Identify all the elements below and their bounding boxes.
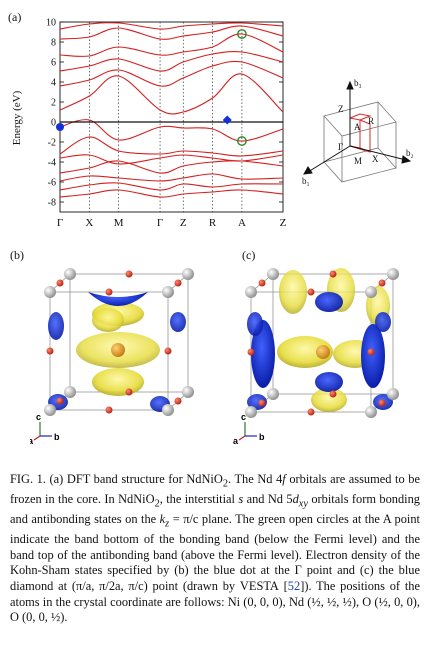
caption-part: ]). The positions of the atoms in the cr… bbox=[10, 578, 420, 625]
caption-part: d bbox=[292, 492, 299, 507]
k-point-label: X bbox=[85, 217, 93, 229]
bz-label-b3: b₃ bbox=[354, 78, 362, 88]
caption-part: VESTA bbox=[239, 578, 279, 593]
cell-c bbox=[245, 268, 399, 418]
y-tick-label: 10 bbox=[46, 18, 56, 29]
band-line bbox=[59, 25, 284, 40]
caption-part: z bbox=[165, 518, 170, 530]
band-line bbox=[59, 173, 284, 182]
caption-part: . The Nd 4 bbox=[228, 472, 283, 486]
caption-part: [ bbox=[278, 578, 288, 593]
bz-label-b1: b₁ bbox=[302, 176, 310, 186]
caption-part: f bbox=[282, 472, 286, 486]
y-tick-label: -8 bbox=[48, 198, 56, 209]
axis-b-c: b bbox=[259, 432, 265, 442]
figure-caption: FIG. 1. (a) DFT band structure for NdNiO… bbox=[10, 472, 420, 625]
k-point-label: Γ bbox=[57, 217, 63, 229]
caption-part: s bbox=[238, 492, 244, 507]
axis-a-c: a bbox=[233, 436, 239, 446]
caption-part: xy bbox=[298, 498, 308, 510]
y-tick-label: 6 bbox=[51, 58, 56, 69]
bz-box bbox=[323, 101, 397, 183]
cell-b bbox=[44, 268, 194, 416]
bz-label-m: M bbox=[354, 156, 362, 166]
caption-part: , the interstitial bbox=[159, 492, 239, 507]
band-line bbox=[59, 182, 284, 191]
bz-basis-vectors bbox=[303, 80, 412, 175]
k-point-label: Z bbox=[180, 217, 187, 229]
k-point-label: Γ bbox=[157, 217, 163, 229]
y-tick-label: -6 bbox=[48, 178, 56, 189]
band-structure-chart: -8 -6 -4 -2 0 2 4 6 8 10 Γ X M Γ Z R A Z Energy (eV) bbox=[11, 18, 287, 230]
axes-triad-b: c b a bbox=[30, 412, 60, 446]
band-line bbox=[59, 154, 284, 165]
y-tick-label: 2 bbox=[51, 98, 56, 109]
band-line bbox=[59, 73, 284, 115]
axes-triad-c: c b a bbox=[233, 412, 265, 446]
plot-frame bbox=[59, 21, 284, 213]
caption-part: orbitals form bonding and antibonding st… bbox=[10, 492, 420, 527]
bz-label-x: X bbox=[372, 154, 379, 164]
blue-diamond-marker bbox=[222, 115, 232, 125]
y-tick-label: -2 bbox=[48, 138, 56, 149]
band-line bbox=[59, 119, 284, 142]
bz-label-r: R bbox=[368, 116, 374, 126]
caption-part: k bbox=[159, 512, 166, 527]
k-point-label: A bbox=[238, 217, 246, 229]
caption-part: and Nd 5 bbox=[243, 492, 293, 507]
axis-a-b: a bbox=[30, 436, 34, 446]
band-line bbox=[59, 160, 284, 174]
axis-c-b: c bbox=[36, 412, 41, 422]
band-line bbox=[59, 60, 284, 87]
density-visual-b: c b a bbox=[30, 268, 194, 446]
y-tick-label: 8 bbox=[51, 38, 56, 49]
y-tick-label: 4 bbox=[51, 78, 56, 89]
blue-dot-marker bbox=[56, 123, 64, 131]
band-line bbox=[59, 33, 284, 57]
brillouin-zone-diagram: b₃ b₂ b₁ Z A R Γ X M bbox=[302, 78, 414, 186]
axis-c-c: c bbox=[241, 412, 246, 422]
caption-part: orbitals are assumed to be frozen in the… bbox=[10, 472, 420, 507]
bz-label-z: Z bbox=[338, 104, 344, 114]
band-line bbox=[59, 136, 284, 157]
bz-label-gamma: Γ bbox=[338, 142, 343, 152]
bz-label-b2: b₂ bbox=[406, 148, 414, 158]
green-circle-marker bbox=[237, 136, 247, 146]
citation-link[interactable]: 52 bbox=[287, 578, 301, 593]
band-line bbox=[59, 50, 284, 72]
panel-b-label: (b) bbox=[10, 248, 24, 262]
axis-b-b: b bbox=[54, 432, 60, 442]
band-line bbox=[59, 22, 284, 30]
panel-c-label: (c) bbox=[242, 248, 256, 262]
bz-label-a: A bbox=[354, 122, 361, 132]
k-point-label: M bbox=[114, 217, 124, 229]
green-circle-marker bbox=[237, 29, 247, 39]
caption-part: = π/c plane. The green open circles at t… bbox=[10, 512, 420, 593]
caption-part: FIG. 1. (a) DFT band structure for NdNiO bbox=[10, 472, 223, 486]
density-visual-c: c b a bbox=[233, 268, 399, 446]
k-point-label: Z bbox=[280, 217, 287, 229]
y-tick-label: 0 bbox=[51, 118, 56, 129]
panel-a-label: (a) bbox=[8, 10, 22, 24]
band-line bbox=[59, 189, 284, 198]
y-tick-label: -4 bbox=[48, 158, 56, 169]
k-point-label: R bbox=[209, 217, 217, 229]
y-axis-label: Energy (eV) bbox=[11, 90, 23, 145]
